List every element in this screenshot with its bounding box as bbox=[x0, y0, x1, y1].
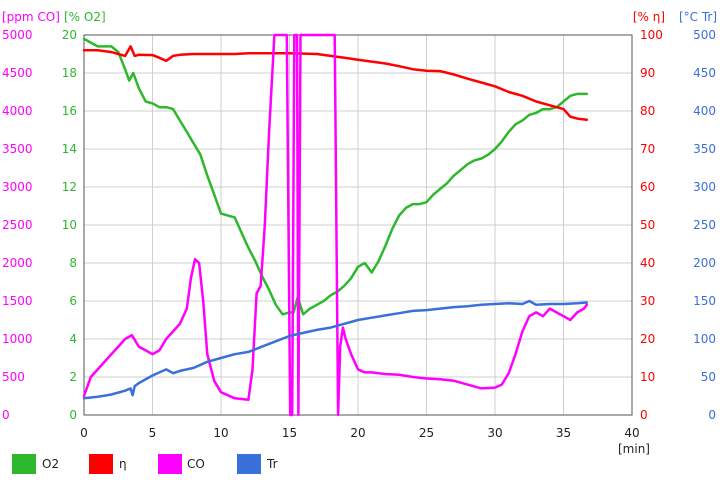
tr-tick-label: 250 bbox=[693, 218, 716, 232]
co-tick-label: 0 bbox=[2, 408, 10, 422]
co-tick-label: 1000 bbox=[2, 332, 33, 346]
plot-frame bbox=[83, 34, 633, 416]
eta-tick-label: 10 bbox=[640, 370, 655, 384]
eta-tick-label: 0 bbox=[640, 408, 648, 422]
o2-tick-label: 2 bbox=[69, 370, 77, 384]
tr-tick-label: 50 bbox=[701, 370, 716, 384]
x-axis-unit: [min] bbox=[618, 442, 650, 456]
x-tick-label: 20 bbox=[350, 426, 365, 440]
series-line-tr bbox=[82, 299, 589, 400]
x-tick-label: 35 bbox=[556, 426, 571, 440]
tr-tick-label: 350 bbox=[693, 142, 716, 156]
co-tick-label: 1500 bbox=[2, 294, 33, 308]
legend-label-co: CO bbox=[187, 457, 205, 471]
series-lines bbox=[82, 33, 589, 417]
eta-tick-label: 100 bbox=[640, 28, 663, 42]
eta-tick-label: 70 bbox=[640, 142, 655, 156]
tr-tick-label: 100 bbox=[693, 332, 716, 346]
o2-tick-label: 18 bbox=[62, 66, 77, 80]
tr-axis-unit: [°C Tr] bbox=[679, 10, 717, 24]
eta-tick-label: 20 bbox=[640, 332, 655, 346]
tr-tick-label: 400 bbox=[693, 104, 716, 118]
o2-tick-label: 10 bbox=[62, 218, 77, 232]
o2-tick-label: 6 bbox=[69, 294, 77, 308]
tr-tick-label: 450 bbox=[693, 66, 716, 80]
series-line-eta bbox=[82, 45, 589, 121]
co-tick-label: 2000 bbox=[2, 256, 33, 270]
legend-label-tr: Tr bbox=[266, 457, 278, 471]
legend-label-eta: η bbox=[119, 457, 127, 471]
tr-tick-label: 300 bbox=[693, 180, 716, 194]
tr-tick-label: 200 bbox=[693, 256, 716, 270]
co-tick-label: 3000 bbox=[2, 180, 33, 194]
o2-tick-label: 0 bbox=[69, 408, 77, 422]
o2-axis-unit: [% O2] bbox=[64, 10, 106, 24]
eta-tick-label: 30 bbox=[640, 294, 655, 308]
eta-tick-label: 90 bbox=[640, 66, 655, 80]
x-tick-label: 10 bbox=[213, 426, 228, 440]
tr-tick-label: 0 bbox=[708, 408, 716, 422]
o2-tick-label: 16 bbox=[62, 104, 77, 118]
legend-item-o2: O2 bbox=[12, 454, 59, 474]
eta-tick-label: 50 bbox=[640, 218, 655, 232]
co-tick-label: 4500 bbox=[2, 66, 33, 80]
tick-labels: 0 5 10 15 20 25 30 35 40050010001500200025003000… bbox=[2, 28, 716, 440]
co-tick-label: 2500 bbox=[2, 218, 33, 232]
x-tick-label: 40 bbox=[624, 426, 639, 440]
co-tick-label: 5000 bbox=[2, 28, 33, 42]
legend-item-tr: Tr bbox=[237, 454, 278, 474]
o2-tick-label: 14 bbox=[62, 142, 77, 156]
legend-swatch-o2 bbox=[12, 454, 36, 474]
x-tick-label: 25 bbox=[419, 426, 434, 440]
eta-tick-label: 80 bbox=[640, 104, 655, 118]
tr-tick-label: 150 bbox=[693, 294, 716, 308]
eta-tick-label: 40 bbox=[640, 256, 655, 270]
o2-tick-label: 4 bbox=[69, 332, 77, 346]
legend-label-o2: O2 bbox=[42, 457, 59, 471]
x-tick-label: 15 bbox=[282, 426, 297, 440]
co-tick-label: 4000 bbox=[2, 104, 33, 118]
o2-tick-label: 8 bbox=[69, 256, 77, 270]
legend-item-eta: η bbox=[89, 454, 127, 474]
tr-tick-label: 500 bbox=[693, 28, 716, 42]
co-axis-unit: [ppm CO] bbox=[2, 10, 60, 24]
series-line-co bbox=[82, 33, 589, 417]
co-tick-label: 500 bbox=[2, 370, 25, 384]
o2-tick-label: 12 bbox=[62, 180, 77, 194]
x-tick-label: 5 bbox=[149, 426, 157, 440]
legend-swatch-co bbox=[158, 454, 182, 474]
o2-tick-label: 20 bbox=[62, 28, 77, 42]
legend-swatch-tr bbox=[237, 454, 261, 474]
legend-item-co: CO bbox=[158, 454, 205, 474]
eta-axis-unit: [% η] bbox=[633, 10, 665, 24]
co-tick-label: 3500 bbox=[2, 142, 33, 156]
legend-swatch-eta bbox=[89, 454, 113, 474]
x-tick-label: 0 bbox=[80, 426, 88, 440]
x-tick-label: 30 bbox=[487, 426, 502, 440]
eta-tick-label: 60 bbox=[640, 180, 655, 194]
legend: O2 η CO Tr bbox=[12, 454, 278, 474]
